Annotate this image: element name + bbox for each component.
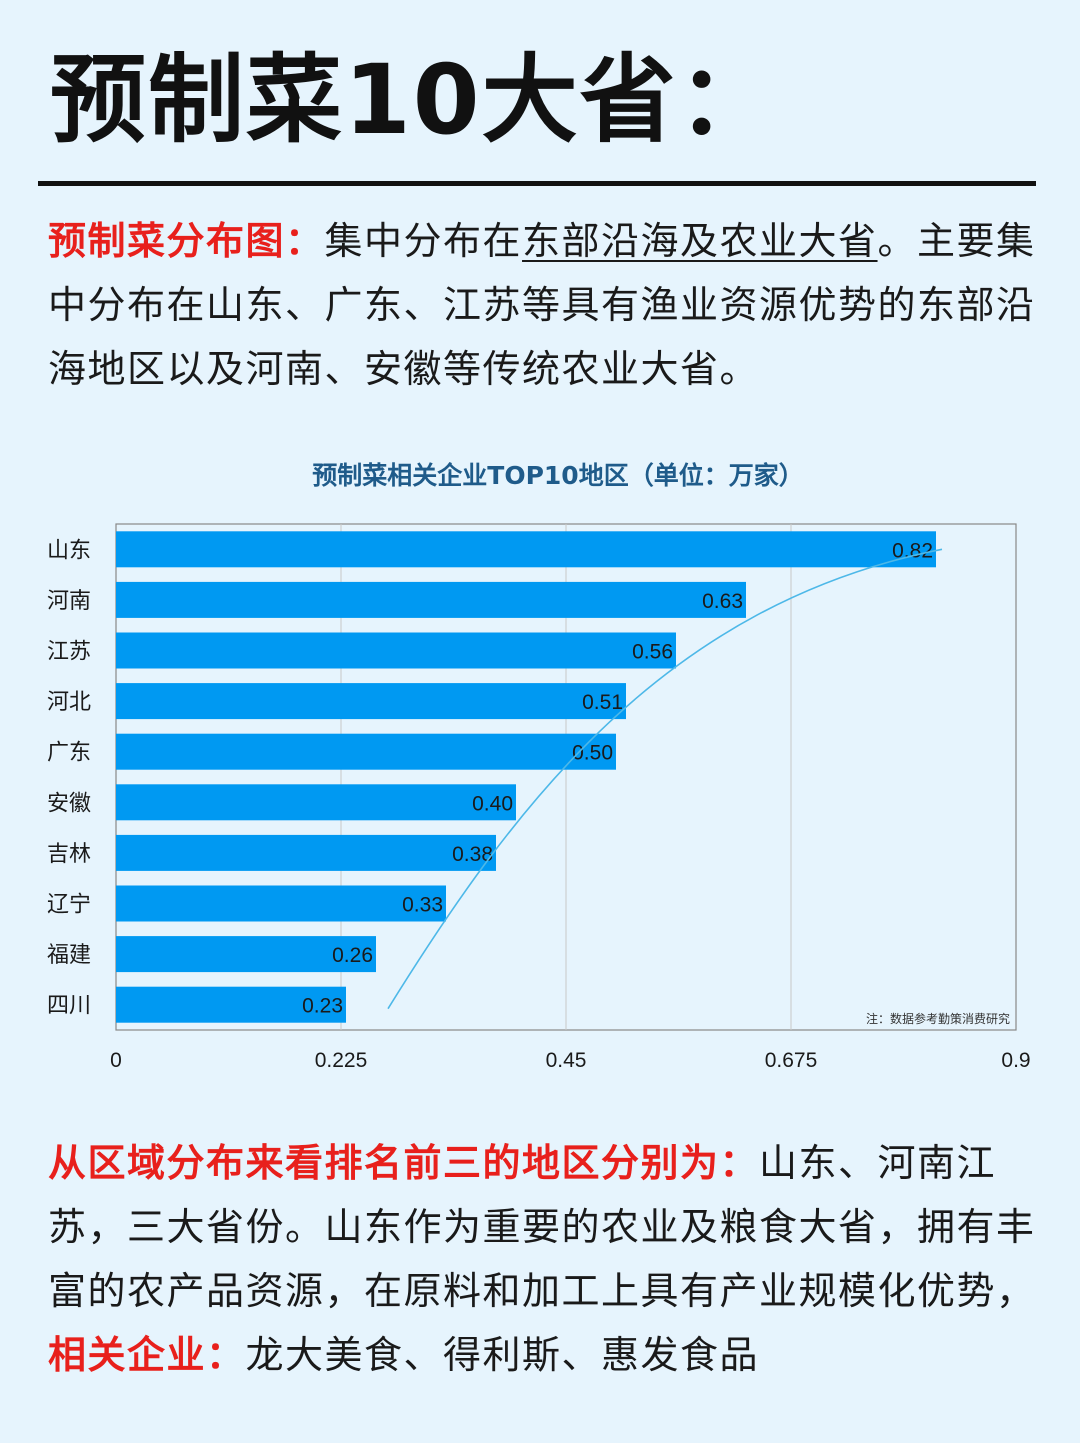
value-label: 0.40	[472, 792, 513, 815]
category-label: 辽宁	[47, 893, 91, 918]
bar	[116, 986, 346, 1023]
intro-text-2: 。主要集中分布在山东、广东、江苏等具有渔业资源优势的东部沿海地区以及河南、安徽等…	[48, 219, 1036, 391]
plot-area: 0 0.225 0.45 0.675 0.9 山东 0.82 河南 0.63 江苏 0.56 河北 0.…	[47, 523, 1031, 1072]
x-tick-label: 0.675	[765, 1049, 818, 1072]
category-label: 吉林	[47, 842, 91, 867]
category-label: 山东	[47, 538, 91, 563]
category-label: 河南	[47, 589, 91, 614]
category-label: 四川	[47, 994, 91, 1019]
value-label: 0.50	[572, 742, 613, 765]
bar	[116, 531, 936, 568]
bar	[116, 632, 676, 669]
category-label: 河北	[47, 690, 91, 715]
x-tick-label: 0.45	[546, 1049, 587, 1072]
bar	[116, 834, 496, 871]
bar	[116, 784, 516, 821]
value-label: 0.33	[402, 894, 443, 917]
category-label: 福建	[47, 943, 91, 968]
companies-text: 龙大美食、得利斯、惠发食品	[245, 1333, 760, 1377]
bar	[116, 733, 616, 770]
chart-note: 注：数据参考勤策消费研究	[866, 1011, 1010, 1026]
conclusion-paragraph: 从区域分布来看排名前三的地区分别为：山东、河南江苏，三大省份。山东作为重要的农业…	[48, 1131, 1040, 1387]
intro-underlined-text: 东部沿海及农业大省	[522, 219, 878, 263]
intro-paragraph: 预制菜分布图：集中分布在东部沿海及农业大省。主要集中分布在山东、广东、江苏等具有…	[48, 209, 1040, 401]
companies-label: 相关企业：	[48, 1333, 246, 1377]
conclusion-label: 从区域分布来看排名前三的地区分别为：	[48, 1141, 760, 1185]
category-label: 广东	[47, 741, 91, 766]
value-label: 0.51	[582, 691, 623, 714]
bar	[116, 683, 626, 720]
title-divider	[38, 181, 1036, 186]
value-label: 0.38	[452, 843, 493, 866]
value-label: 0.63	[702, 590, 743, 613]
trend-line	[387, 548, 943, 1010]
category-label: 安徽	[47, 791, 91, 816]
page-title: 预制菜10大省：	[50, 44, 776, 156]
value-label: 0.82	[892, 539, 933, 562]
value-label: 0.26	[332, 944, 373, 967]
chart-title: 预制菜相关企业TOP10地区（单位：万家）	[312, 461, 803, 490]
intro-text-1: 集中分布在	[324, 219, 523, 263]
x-tick-label: 0.9	[1001, 1049, 1030, 1072]
bar	[116, 885, 446, 922]
intro-label: 预制菜分布图：	[48, 219, 325, 263]
bar-chart: 预制菜相关企业TOP10地区（单位：万家） 0 0.225 0.45 0.675 0.9…	[47, 461, 1031, 1072]
category-label: 江苏	[47, 640, 91, 665]
value-label: 0.56	[632, 641, 673, 664]
bar	[116, 581, 746, 618]
x-tick-label: 0.225	[315, 1049, 368, 1072]
x-tick-label: 0	[110, 1049, 122, 1072]
value-label: 0.23	[302, 995, 343, 1018]
bar	[116, 936, 376, 973]
conclusion-text-1: 山东、河南江苏，三大省份。山东作为重要的农业及粮食大省，拥有丰富的农产品资源，在…	[48, 1141, 1036, 1313]
